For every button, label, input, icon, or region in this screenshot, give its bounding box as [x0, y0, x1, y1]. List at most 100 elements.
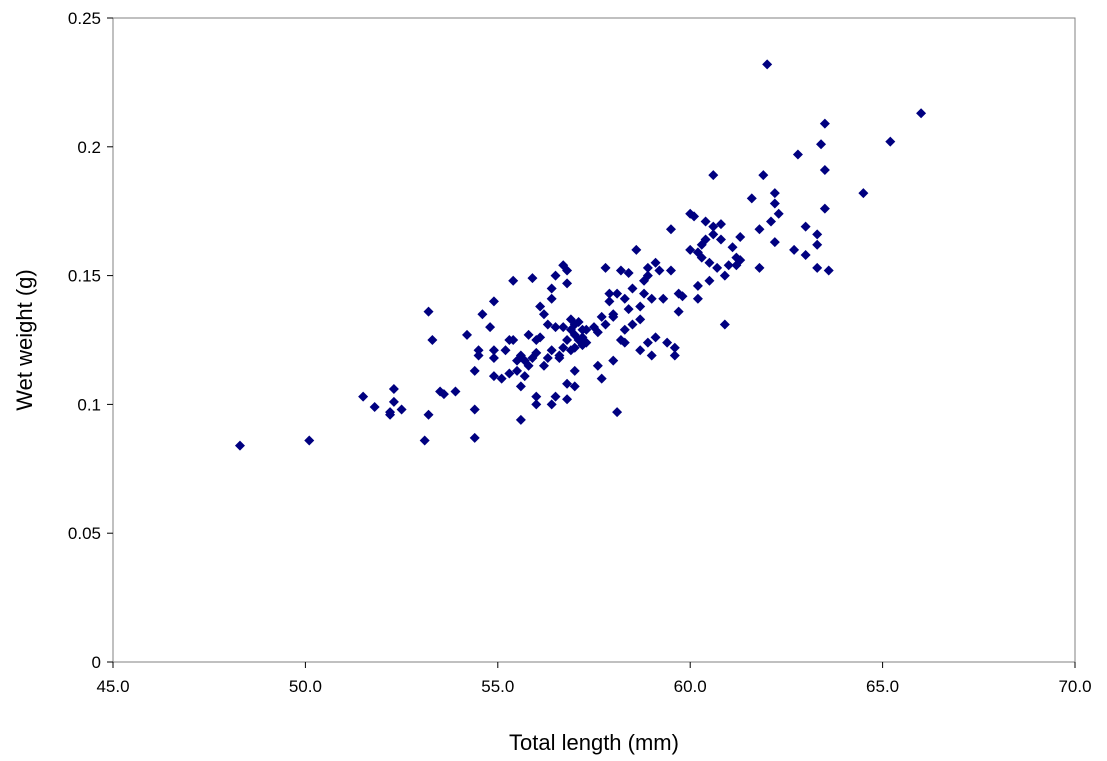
data-point [762, 59, 773, 70]
y-tick-label: 0 [92, 653, 101, 672]
data-point [700, 234, 711, 245]
data-point [885, 136, 896, 147]
data-point [596, 373, 607, 384]
data-point [535, 301, 546, 312]
x-tick-label: 65.0 [866, 677, 899, 696]
data-point [527, 273, 538, 284]
x-tick-label: 45.0 [96, 677, 129, 696]
data-point [462, 329, 473, 340]
y-tick-label: 0.25 [68, 9, 101, 28]
data-point [508, 275, 519, 286]
data-point [642, 270, 653, 281]
data-point [608, 355, 619, 366]
data-point [816, 139, 827, 150]
data-point [388, 383, 399, 394]
data-point [562, 394, 573, 405]
data-point [596, 311, 607, 322]
data-point [635, 345, 646, 356]
data-point [538, 309, 549, 320]
data-point [488, 371, 499, 382]
data-point [758, 170, 769, 181]
data-point [569, 342, 580, 353]
data-point [692, 280, 703, 291]
data-point [600, 262, 611, 273]
data-point [704, 275, 715, 286]
x-tick-label: 50.0 [289, 677, 322, 696]
data-point [800, 249, 811, 260]
data-point [665, 265, 676, 276]
data-point [619, 324, 630, 335]
data-point [504, 368, 515, 379]
data-point [619, 337, 630, 348]
data-point [581, 324, 592, 335]
data-point [485, 322, 496, 333]
data-point [512, 365, 523, 376]
data-point [654, 265, 665, 276]
y-tick-label: 0.2 [77, 138, 101, 157]
x-tick-label: 70.0 [1058, 677, 1091, 696]
data-point [388, 396, 399, 407]
data-point [573, 316, 584, 327]
data-point [627, 283, 638, 294]
data-point [623, 304, 634, 315]
data-point [766, 216, 777, 227]
data-point [823, 265, 834, 276]
data-point [715, 234, 726, 245]
data-point [631, 244, 642, 255]
data-point [769, 198, 780, 209]
data-point [358, 391, 369, 402]
data-point [450, 386, 461, 397]
data-point [569, 365, 580, 376]
data-point [773, 208, 784, 219]
data-point [488, 353, 499, 364]
data-point [592, 360, 603, 371]
data-point [550, 391, 561, 402]
data-point [396, 404, 407, 415]
data-point [723, 260, 734, 271]
data-point [819, 118, 830, 129]
data-point [696, 252, 707, 263]
data-point [719, 270, 730, 281]
data-point [531, 391, 542, 402]
data-point [619, 293, 630, 304]
data-point [523, 329, 534, 340]
data-point [473, 350, 484, 361]
data-point [646, 350, 657, 361]
data-point [669, 350, 680, 361]
data-point [673, 306, 684, 317]
data-point [769, 188, 780, 199]
data-point [523, 360, 534, 371]
data-point [812, 262, 823, 273]
data-point [558, 322, 569, 333]
data-point [650, 332, 661, 343]
data-point [604, 288, 615, 299]
data-point [769, 237, 780, 248]
data-point [550, 322, 561, 333]
y-tick-label: 0.1 [77, 395, 101, 414]
data-point [542, 353, 553, 364]
data-point [735, 255, 746, 266]
data-point [581, 337, 592, 348]
data-point [746, 193, 757, 204]
y-axis-ticks: 0 0.05 0.1 0.15 0.2 0.25 [68, 9, 113, 672]
data-point [708, 170, 719, 181]
data-point [531, 347, 542, 358]
data-point [677, 291, 688, 302]
data-point [423, 306, 434, 317]
data-point [234, 440, 245, 451]
data-point [615, 265, 626, 276]
data-point [662, 337, 673, 348]
data-point [646, 293, 657, 304]
data-point [469, 365, 480, 376]
data-point [496, 373, 507, 384]
data-point [385, 409, 396, 420]
data-point [812, 229, 823, 240]
data-point [554, 350, 565, 361]
data-point [669, 342, 680, 353]
data-point [665, 224, 676, 235]
data-point [304, 435, 315, 446]
data-point [704, 257, 715, 268]
x-axis-title: Total length (mm) [509, 730, 679, 755]
data-point [546, 345, 557, 356]
data-point [562, 278, 573, 289]
